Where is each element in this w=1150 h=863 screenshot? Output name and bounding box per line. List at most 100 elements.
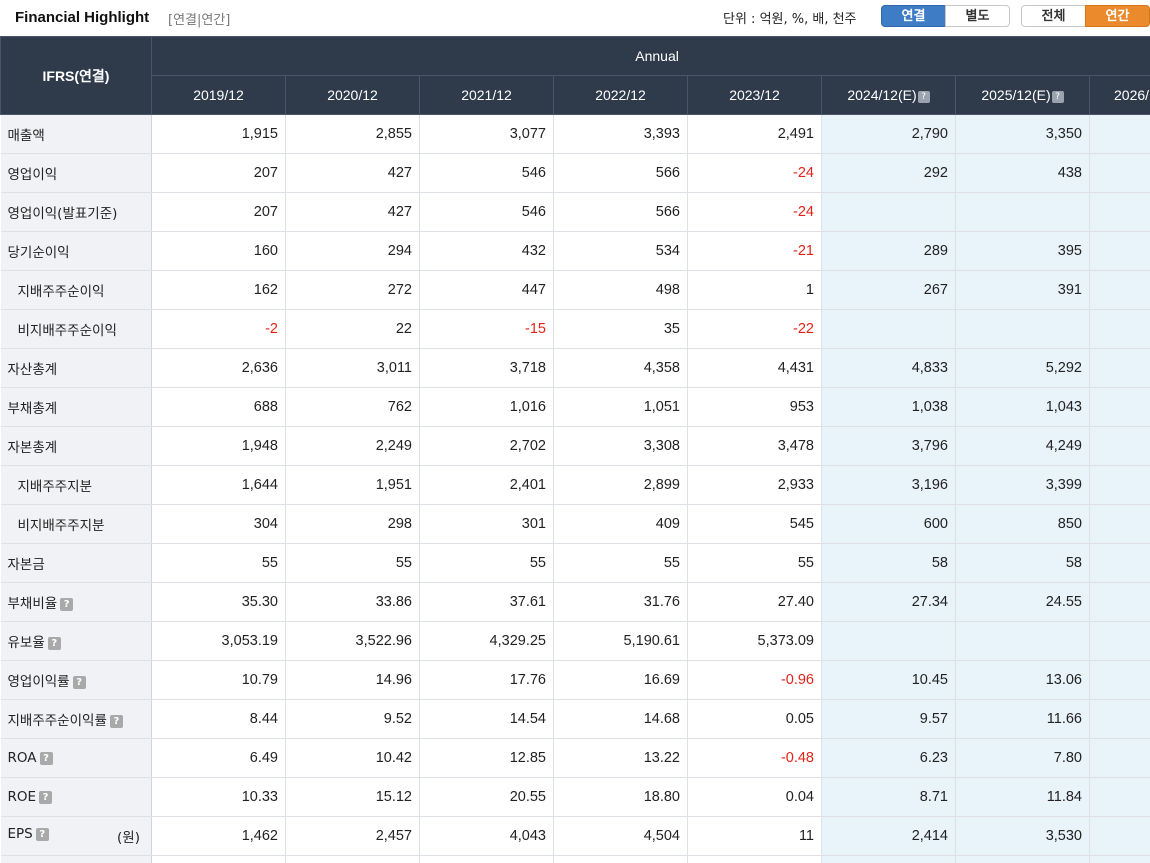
value-cell: 1 (687, 270, 822, 310)
value-cell: 546 (419, 192, 554, 232)
row-label: 영업이익 (7, 167, 58, 183)
value-cell: 1,051 (553, 387, 688, 427)
value-cell: 1,951 (285, 465, 420, 505)
row-label: 지배주주순이익 (17, 284, 105, 300)
value-cell: 688 (151, 387, 286, 427)
all-period-button[interactable]: 전체 (1021, 5, 1086, 27)
value-cell: 11.66 (955, 699, 1090, 739)
column-header-label: 2023/12 (729, 87, 780, 103)
value-cell: 58 (955, 543, 1090, 583)
value-cell: 10.33 (151, 777, 286, 817)
value-cell: 11 (687, 816, 822, 856)
value-cell: 4,358 (553, 348, 688, 388)
row-label-cell: 비지배주주순이익 (0, 309, 152, 349)
help-icon[interactable]: ? (39, 752, 53, 765)
row-label-cell: ROA? (0, 738, 152, 778)
table-row: 비지배주주지분 304 298 301 409 545 600 850 (0, 504, 1150, 544)
row-label-cell: 영업이익률? (0, 660, 152, 700)
value-cell: 566 (553, 153, 688, 193)
value-cell: 3,478 (687, 426, 822, 466)
value-cell (1089, 309, 1150, 349)
value-cell: 2,933 (687, 465, 822, 505)
page-title: Financial Highlight (15, 9, 150, 26)
help-icon[interactable]: ? (60, 598, 74, 611)
value-cell: 33.86 (285, 582, 420, 622)
value-cell: 294 (285, 231, 420, 271)
column-header: 2019/12 (151, 75, 286, 115)
value-cell: -0.48 (687, 738, 822, 778)
value-cell: 5,190.61 (553, 621, 688, 661)
value-cell: 14.96 (285, 660, 420, 700)
value-cell: 15,766 (151, 855, 286, 863)
value-cell: 27.34 (821, 582, 956, 622)
value-cell: 1,462 (151, 816, 286, 856)
value-cell (1089, 114, 1150, 154)
financial-highlight-table-container: IFRS(연결) Annual 2019/12 2020/12 2021/12 202… (0, 36, 1150, 863)
value-cell: 3,522.96 (285, 621, 420, 661)
value-cell (1089, 465, 1150, 505)
row-label-cell: 영업이익(발표기준) (0, 192, 152, 232)
help-icon[interactable]: ? (47, 637, 61, 650)
help-icon[interactable]: ? (109, 715, 123, 728)
row-label-cell: 지배주주순이익 (0, 270, 152, 310)
value-cell: 2,702 (419, 426, 554, 466)
value-cell: 6.23 (821, 738, 956, 778)
value-cell: 14.68 (553, 699, 688, 739)
value-cell: 3,053.19 (151, 621, 286, 661)
value-cell (1089, 699, 1150, 739)
value-cell: 427 (285, 153, 420, 193)
table-row: 유보율? 3,053.19 3,522.96 4,329.25 5,190.61 5,37… (0, 621, 1150, 661)
value-cell: 10.42 (285, 738, 420, 778)
value-cell: 9.52 (285, 699, 420, 739)
value-cell: -24 (687, 153, 822, 193)
table-row: 자산총계 2,636 3,011 3,718 4,358 4,431 4,833 5,292 (0, 348, 1150, 388)
value-cell: 4,833 (821, 348, 956, 388)
value-cell: 3,308 (553, 426, 688, 466)
value-cell: -22 (687, 309, 822, 349)
value-cell: 0.05 (687, 699, 822, 739)
row-label-cell: 매출액 (0, 114, 152, 154)
table-row: 부채총계 688 762 1,016 1,051 953 1,038 1,043 (0, 387, 1150, 427)
estimate-help-icon[interactable]: ? (917, 91, 930, 103)
value-cell: 1,038 (821, 387, 956, 427)
table-row: 부채비율? 35.30 33.86 37.61 31.76 27.40 27.34 24.55 (0, 582, 1150, 622)
column-header: 2022/12 (553, 75, 688, 115)
annual-period-button[interactable]: 연간 (1085, 5, 1150, 27)
value-cell (1089, 582, 1150, 622)
value-cell: 395 (955, 231, 1090, 271)
value-cell: 22,146 (419, 855, 554, 863)
row-label: 비지배주주지분 (17, 518, 105, 534)
help-icon[interactable]: ? (72, 676, 86, 689)
value-cell (1089, 270, 1150, 310)
help-icon[interactable]: ? (35, 828, 49, 841)
value-cell: 27.40 (687, 582, 822, 622)
consolidated-toggle-button[interactable]: 연결 (881, 5, 946, 27)
column-header: 2026/ (1088, 75, 1150, 115)
row-label: 부채총계 (7, 401, 58, 417)
value-cell (1089, 621, 1150, 661)
value-cell: 5,292 (955, 348, 1090, 388)
value-cell: 1,043 (955, 387, 1090, 427)
row-label-cell: 지배주주지분 (0, 465, 152, 505)
value-cell (1089, 660, 1150, 700)
value-cell: 3,011 (285, 348, 420, 388)
value-cell: 1,915 (151, 114, 286, 154)
estimate-help-icon[interactable]: ? (1051, 91, 1064, 103)
value-cell: 22 (285, 309, 420, 349)
value-cell: 8.71 (821, 777, 956, 817)
help-icon[interactable]: ? (39, 791, 53, 804)
value-cell: 24.55 (955, 582, 1090, 622)
value-cell: -24 (687, 192, 822, 232)
separate-toggle-button[interactable]: 별도 (945, 5, 1010, 27)
row-label-cell: 영업이익 (0, 153, 152, 193)
value-cell (821, 621, 956, 661)
column-header-label: 2020/12 (327, 87, 378, 103)
value-cell (821, 309, 956, 349)
table-row: 영업이익 207 427 546 566 -24 292 438 (0, 153, 1150, 193)
value-cell: 438 (955, 153, 1090, 193)
value-cell: 301 (419, 504, 554, 544)
value-cell (1089, 738, 1150, 778)
value-cell: 4,249 (955, 426, 1090, 466)
corner-header: IFRS(연결) (0, 36, 152, 115)
row-unit-label: (원) (117, 830, 140, 846)
